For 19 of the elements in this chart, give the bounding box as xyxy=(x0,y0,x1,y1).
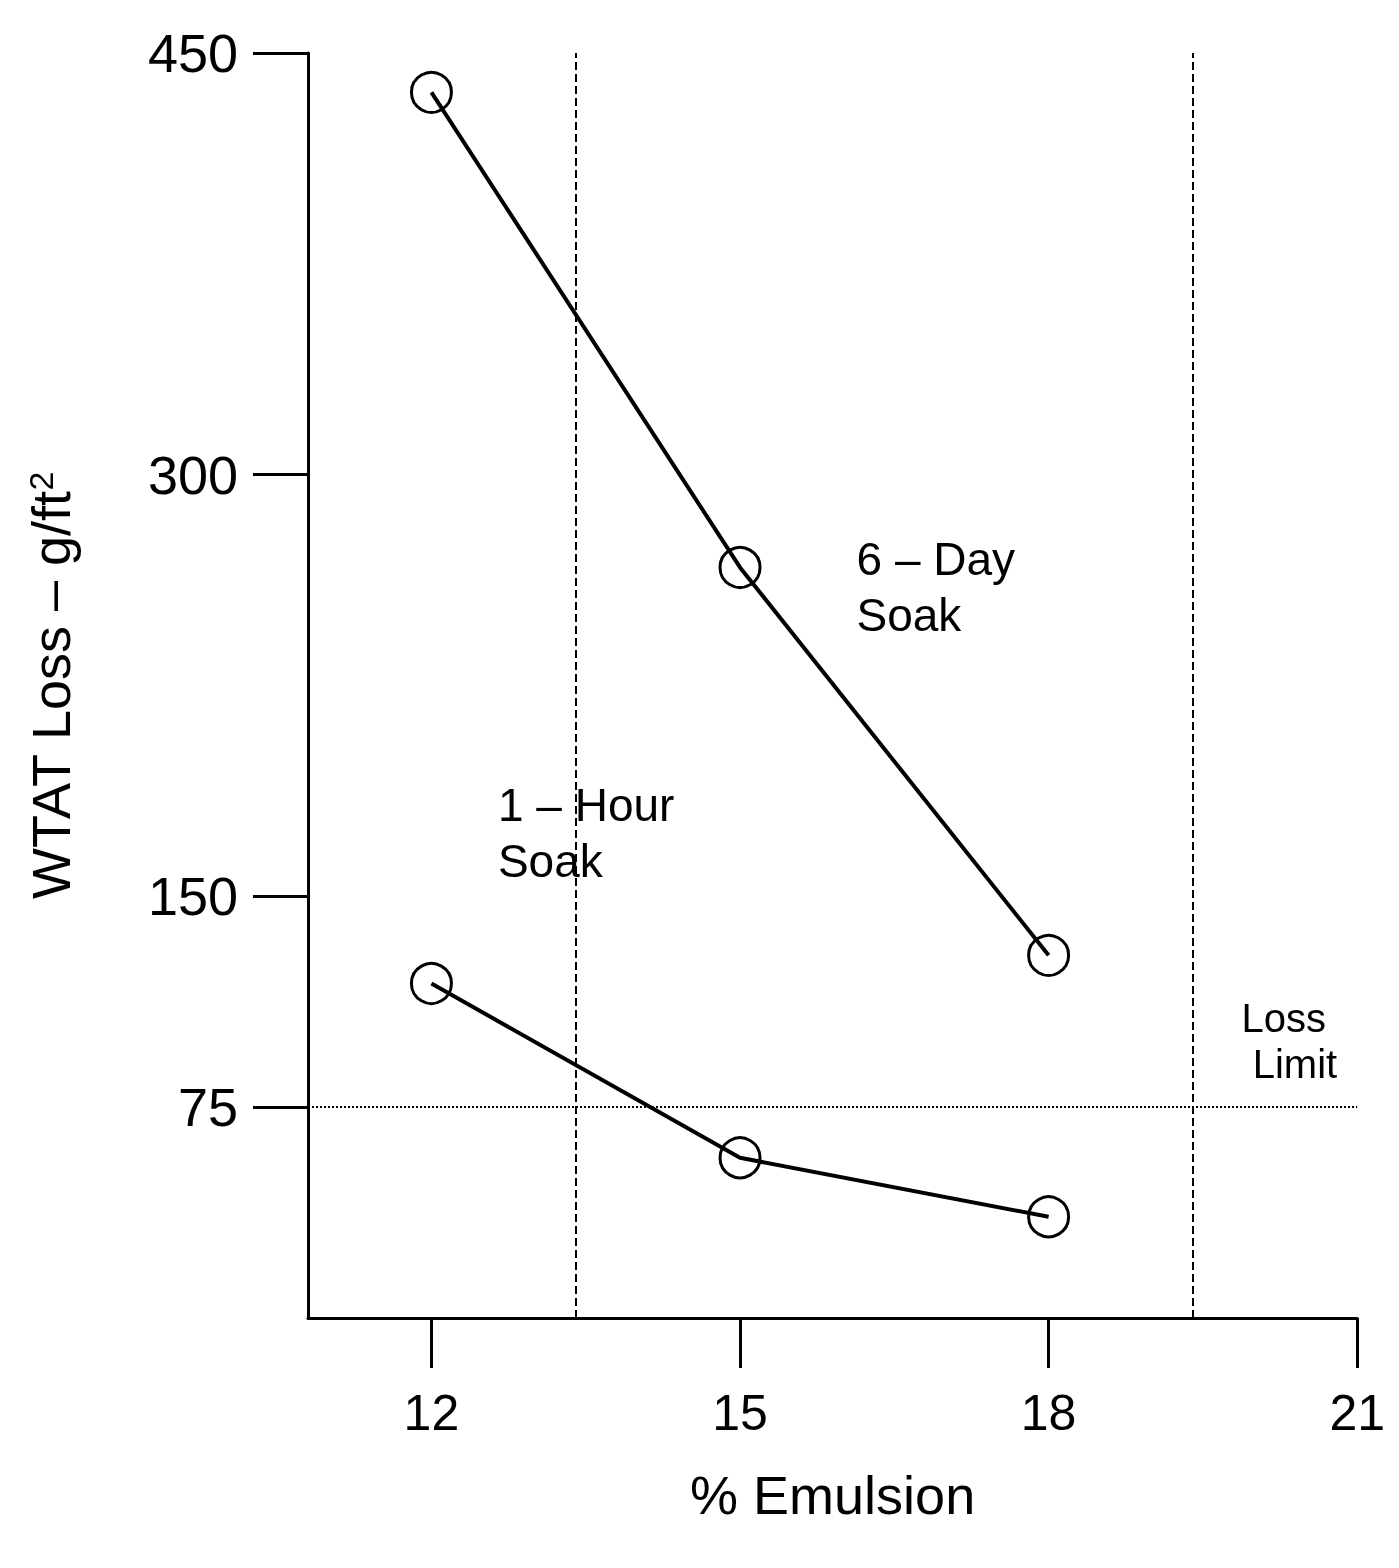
point xyxy=(409,961,453,1005)
y-axis-title: WTAT Loss – g/ft2 xyxy=(21,471,81,900)
ref-line-label: Loss Limit xyxy=(1241,996,1338,1087)
x-tick-label: 15 xyxy=(712,1385,768,1441)
point xyxy=(718,1136,762,1180)
x-tick-label: 18 xyxy=(1020,1385,1077,1441)
y-tick-label: 75 xyxy=(177,1077,238,1138)
y-tick-label: 450 xyxy=(147,23,238,83)
point xyxy=(1027,1195,1071,1239)
point xyxy=(1027,933,1071,977)
x-tick-label: 21 xyxy=(1329,1385,1385,1441)
y-tick-label: 150 xyxy=(147,866,238,927)
text: 1 – Hour Soak xyxy=(497,779,675,888)
x-tick-label: 12 xyxy=(403,1385,460,1441)
series-label: 6 – Day Soak xyxy=(856,533,1016,642)
x-axis-title: % Emulsion xyxy=(690,1465,976,1525)
point xyxy=(409,70,453,114)
y-tick-label: 300 xyxy=(147,444,238,505)
point xyxy=(718,545,762,589)
